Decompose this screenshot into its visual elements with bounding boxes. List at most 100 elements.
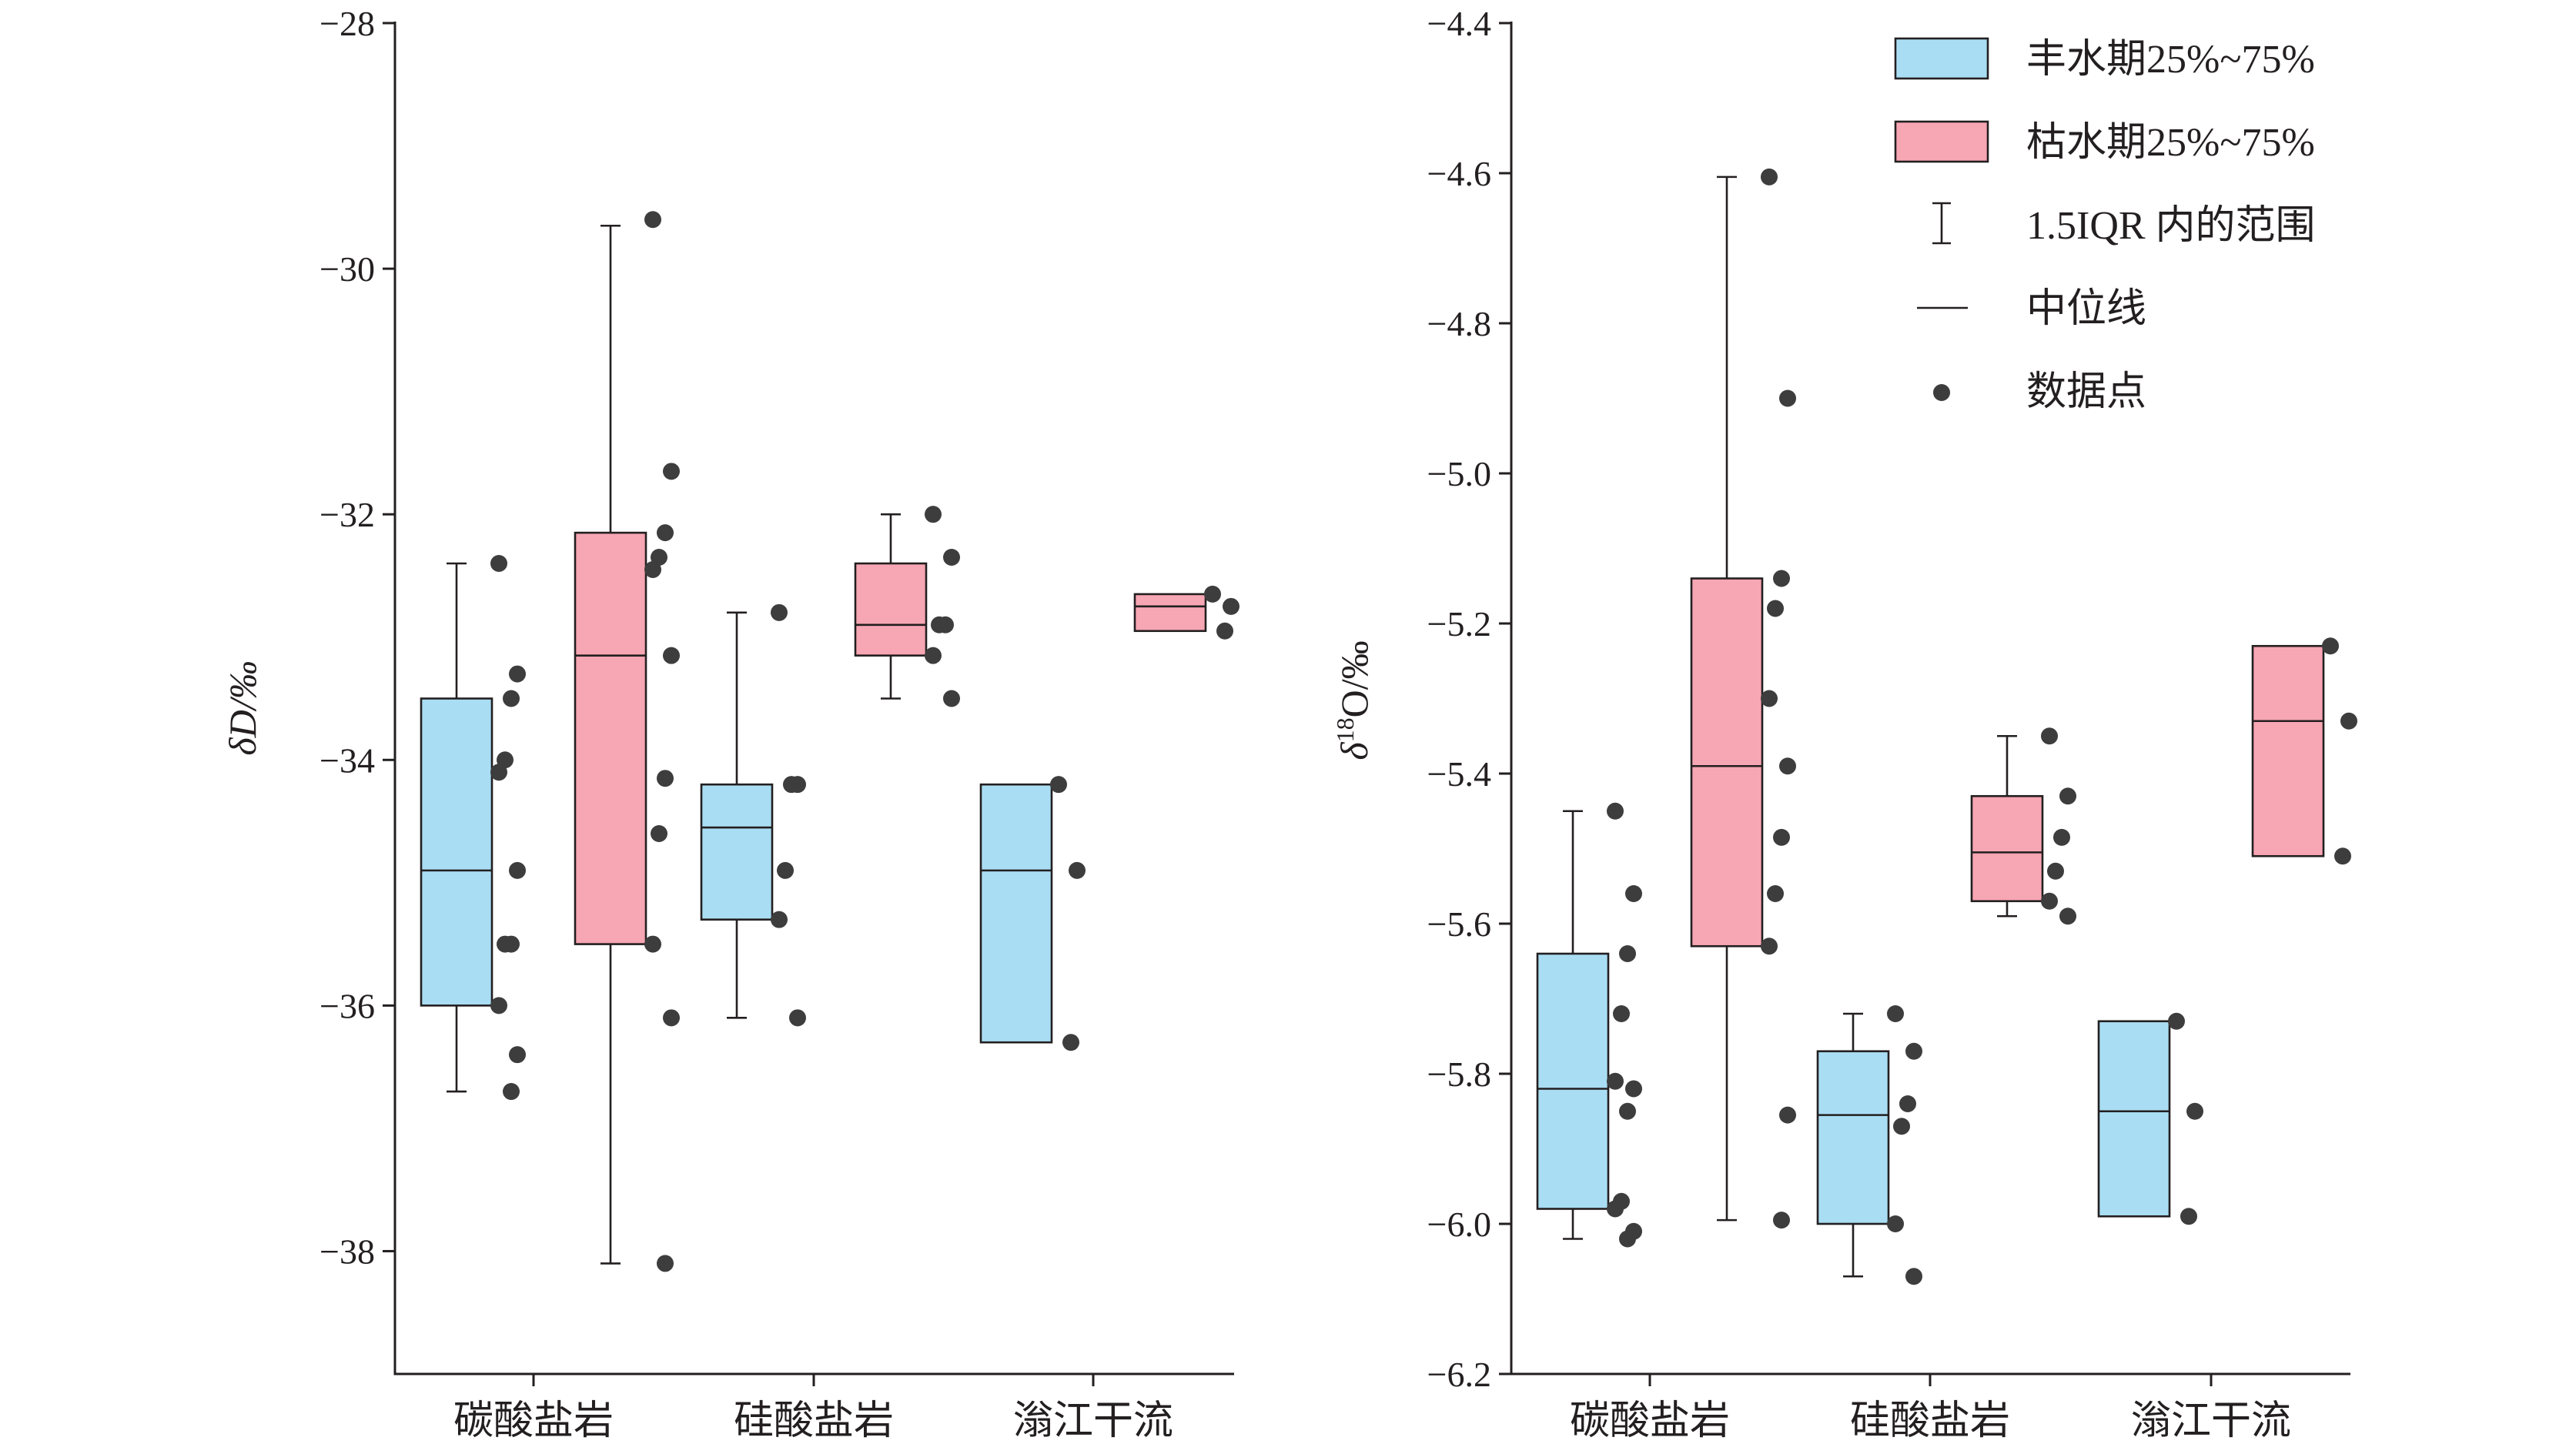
y-tick-label: −5.2 — [1427, 604, 1491, 643]
panel-delta-18o: −4.4 −4.6 −4.8 −5.0 −5.2 −5.4 −5.6 −5.8 −6.0 −6.2… — [1427, 4, 2357, 1443]
data-point-dry — [1779, 757, 1796, 775]
x-category-label: 碳酸盐岩 — [453, 1399, 614, 1443]
y-tick-label: −30 — [319, 249, 375, 289]
y-tick-label: −5.4 — [1427, 754, 1491, 794]
data-point-wet — [490, 764, 507, 781]
data-point-dry — [657, 524, 674, 542]
data-point-wet — [771, 911, 788, 928]
data-point-dry — [1204, 585, 1221, 603]
x-category-label: 硅酸盐岩 — [734, 1399, 894, 1443]
data-point-wet — [509, 665, 526, 683]
y-tick-label: −28 — [319, 4, 375, 43]
data-point-dry — [1223, 597, 1239, 615]
data-point-dry — [1773, 828, 1790, 846]
y-tick-label: −32 — [319, 495, 375, 534]
data-point-wet — [1607, 1200, 1624, 1218]
y-tick-label: −36 — [319, 986, 375, 1025]
data-point-wet — [1899, 1095, 1916, 1112]
data-point-wet — [1887, 1215, 1904, 1232]
data-point-wet — [1905, 1268, 1922, 1285]
box-wet — [1816, 1050, 1890, 1225]
data-point-wet — [1613, 1005, 1630, 1022]
data-point-dry — [644, 211, 661, 229]
x-category-label: 碳酸盐岩 — [1570, 1399, 1730, 1443]
data-point-wet — [1893, 1118, 1910, 1135]
data-point-wet — [2168, 1012, 2185, 1030]
data-point-dry — [1779, 389, 1796, 407]
data-point-wet — [490, 997, 507, 1014]
box-dry — [2251, 644, 2325, 857]
y-axis-title-delta-18o: δ18O/‰ — [1331, 640, 1376, 760]
data-point-wet — [490, 555, 507, 572]
data-point-dry — [2340, 712, 2357, 730]
y-tick-label: −6.2 — [1427, 1355, 1491, 1394]
data-point-wet — [1619, 1102, 1636, 1120]
data-point-wet — [1607, 1072, 1624, 1090]
data-point-dry — [925, 506, 942, 523]
data-point-wet — [1887, 1005, 1904, 1022]
legend-label-range: 1.5IQR 内的范围 — [2026, 204, 2316, 248]
data-point-wet — [1619, 945, 1636, 962]
data-point-dry — [1767, 885, 1784, 902]
data-point-dry — [931, 616, 948, 633]
box-dry — [574, 531, 647, 945]
data-point-wet — [497, 935, 514, 953]
data-point-wet — [503, 690, 520, 707]
data-point-dry — [1761, 690, 1778, 707]
data-point-dry — [1773, 1212, 1790, 1229]
data-point-dry — [943, 549, 960, 567]
data-point-dry — [657, 770, 674, 787]
legend-swatch-dry — [1894, 120, 1989, 163]
data-point-dry — [943, 690, 960, 707]
box-wet — [979, 783, 1053, 1044]
data-point-wet — [2186, 1102, 2203, 1120]
data-point-wet — [1069, 861, 1086, 879]
data-point-dry — [663, 463, 680, 480]
data-point-dry — [2041, 892, 2058, 910]
data-point-wet — [1050, 776, 1067, 794]
data-point-dry — [663, 647, 680, 664]
data-point-dry — [2059, 787, 2076, 805]
data-point-dry — [1216, 622, 1233, 640]
data-point-wet — [777, 861, 794, 879]
data-point-dry — [925, 647, 942, 664]
y-tick-label: −4.6 — [1427, 154, 1491, 193]
y-axis-title-delta-d: δD/‰ — [221, 660, 264, 755]
y-tick-label: −4.8 — [1427, 304, 1491, 343]
box-dry — [1690, 577, 1764, 948]
data-point-dry — [2322, 637, 2339, 655]
svg-text:δ18O/‰: δ18O/‰ — [1331, 640, 1376, 760]
box-wet — [700, 783, 774, 921]
legend-label-dry: 枯水期25%~75% — [2026, 121, 2315, 165]
y-tick-label: −5.8 — [1427, 1055, 1491, 1094]
data-point-wet — [503, 1083, 520, 1101]
box-wet — [1536, 952, 1610, 1210]
panel-delta-d: −28 −30 −32 −34 −36 −38 碳酸盐岩 硅酸盐岩 滃江干流 — [319, 4, 1239, 1443]
data-point-dry — [2059, 908, 2076, 925]
y-tick-label: −38 — [319, 1232, 375, 1271]
data-point-dry — [644, 935, 661, 953]
legend-label-wet: 丰水期25%~75% — [2026, 38, 2315, 82]
data-point-wet — [509, 1046, 526, 1064]
x-category-label: 滃江干流 — [1013, 1399, 1173, 1443]
data-point-wet — [1625, 885, 1642, 902]
data-point-wet — [1619, 1230, 1636, 1248]
legend-range-icon — [1932, 202, 1951, 245]
data-point-wet — [771, 603, 788, 621]
box-wet — [420, 697, 493, 1007]
data-point-wet — [1607, 802, 1624, 820]
legend-swatch-wet — [1894, 37, 1989, 80]
x-category-label: 滃江干流 — [2131, 1399, 2291, 1443]
data-point-dry — [1779, 1106, 1796, 1124]
legend-label-median: 中位线 — [2026, 287, 2146, 331]
y-tick-label: −6.0 — [1427, 1205, 1491, 1244]
data-point-dry — [644, 560, 661, 578]
data-point-wet — [1062, 1034, 1079, 1051]
data-point-dry — [2047, 862, 2064, 880]
data-point-dry — [1761, 938, 1778, 955]
data-point-wet — [783, 776, 800, 794]
data-point-dry — [663, 1009, 680, 1027]
y-tick-label: −34 — [319, 740, 375, 780]
x-category-label: 硅酸盐岩 — [1850, 1399, 2010, 1443]
